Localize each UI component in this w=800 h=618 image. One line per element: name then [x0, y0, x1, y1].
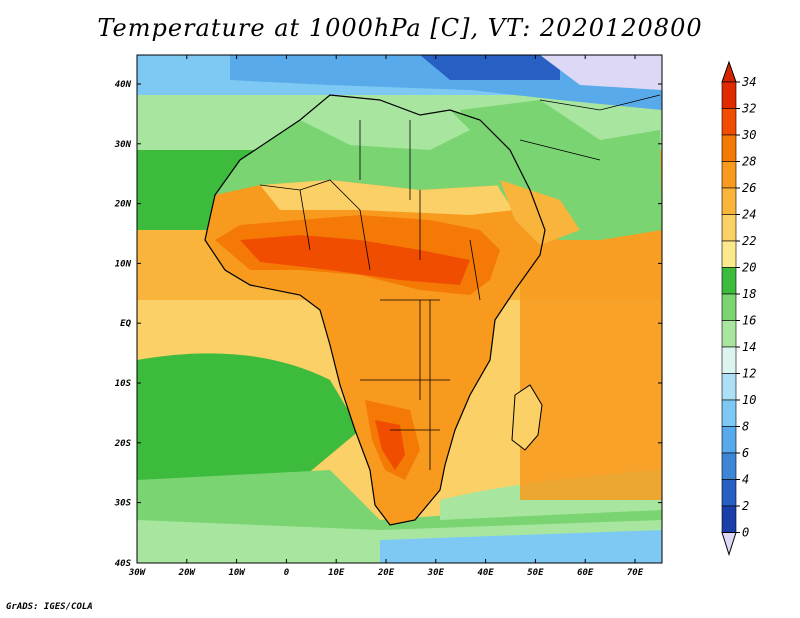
colorbar-label: 4 — [742, 473, 749, 487]
colorbar-swatch — [721, 293, 737, 321]
lon-label: 30W — [128, 568, 147, 578]
lon-label: 10W — [228, 568, 246, 578]
lon-label: 70E — [627, 568, 644, 578]
lon-label: 40E — [477, 568, 494, 578]
lon-label: 50E — [527, 568, 544, 578]
colorbar-label: 22 — [742, 234, 756, 248]
map-frame — [136, 54, 663, 564]
colorbar-swatch — [721, 452, 737, 480]
lon-label: 10E — [328, 568, 345, 578]
colorbar-swatch — [721, 426, 737, 454]
colorbar-label: 26 — [742, 181, 756, 195]
lat-label: 30S — [114, 499, 132, 509]
colorbar-swatch — [721, 81, 737, 109]
lon-label: 20E — [377, 568, 395, 578]
colorbar-swatch — [721, 187, 737, 215]
lon-label: 20W — [178, 568, 197, 578]
colorbar-label: 28 — [742, 155, 756, 169]
colorbar-label: 8 — [742, 420, 749, 434]
colorbar-swatch — [721, 240, 737, 268]
lat-label: EQ — [120, 319, 131, 329]
lat-label: 40S — [115, 559, 132, 569]
map-title: Temperature at 1000hPa [C], VT: 20201208… — [97, 14, 703, 42]
colorbar-label: 32 — [741, 102, 756, 116]
map-field — [137, 55, 662, 563]
colorbar-label: 18 — [742, 287, 756, 301]
lon-label: 30E — [427, 568, 445, 578]
colorbar-label: 24 — [742, 208, 756, 222]
lat-label: 30N — [114, 140, 132, 150]
lat-label: 20S — [114, 439, 132, 449]
credit-label: GrADS: IGES/COLA — [6, 602, 93, 612]
colorbar-swatch — [721, 399, 737, 427]
colorbar-swatch — [721, 267, 737, 295]
colorbar-label: 20 — [742, 261, 756, 275]
colorbar-swatch — [721, 479, 737, 507]
colorbar-label: 2 — [742, 499, 749, 513]
lat-label: 20N — [114, 200, 132, 210]
colorbar-label: 10 — [742, 393, 756, 407]
colorbar-label: 0 — [742, 526, 749, 540]
colorbar-under-triangle — [721, 532, 737, 557]
lat-label: 10N — [115, 259, 132, 269]
axis-ticks: 30W 20W 10W 0 10E 20E 30E 40E 50E 60E 70E 40N 30N 20N… — [114, 55, 662, 578]
colorbar-swatch — [721, 134, 737, 162]
colorbar-label: 14 — [742, 340, 756, 354]
colorbar-swatch — [721, 161, 737, 189]
colorbar-swatch — [721, 108, 737, 136]
colorbar-swatch — [721, 373, 737, 401]
lat-label: 40N — [115, 80, 132, 90]
colorbar-label: 30 — [741, 128, 756, 142]
colorbar-label: 16 — [742, 314, 756, 328]
lat-label: 10S — [115, 379, 132, 389]
colorbar-label: 6 — [742, 446, 749, 460]
colorbar-swatch — [721, 346, 737, 374]
colorbar-over-triangle — [721, 60, 737, 83]
colorbar-label: 34 — [741, 75, 756, 89]
colorbar-label: 12 — [742, 367, 756, 381]
colorbar-swatch — [721, 505, 737, 533]
colorbar-swatch — [721, 320, 737, 348]
lon-label: 0 — [284, 568, 290, 578]
colorbar-swatch — [721, 214, 737, 242]
lon-label: 60E — [577, 568, 594, 578]
